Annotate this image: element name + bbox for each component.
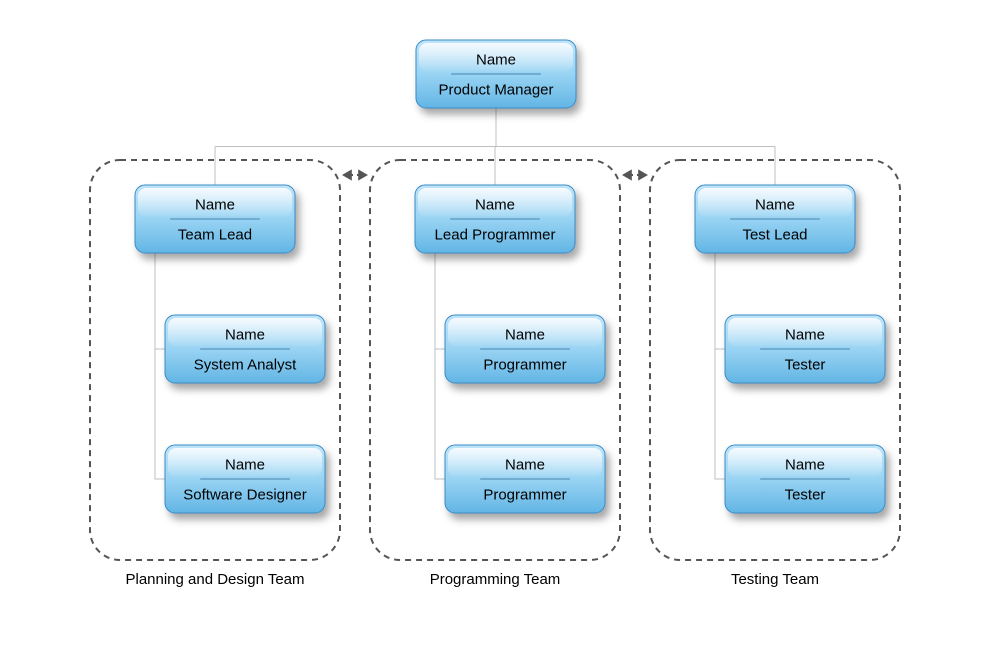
layer-connectors <box>155 108 775 479</box>
org-node-p1: Name Programmer <box>445 315 605 383</box>
org-node-t1: Name Tester <box>725 315 885 383</box>
connector <box>715 253 725 349</box>
org-node-p2: Name Programmer <box>445 445 605 513</box>
arrow-head-left-icon <box>622 169 632 180</box>
org-node-sd: Name Software Designer <box>165 445 325 513</box>
team-group-label: Testing Team <box>731 571 819 588</box>
node-role: Tester <box>785 356 826 373</box>
org-node-tsl: Name Test Lead <box>695 185 855 253</box>
node-name: Name <box>505 326 545 343</box>
layer-nodes: Name Product Manager Name Team Lead Name Lead… <box>135 40 885 513</box>
arrow-head-right-icon <box>638 169 648 180</box>
org-node-tl: Name Team Lead <box>135 185 295 253</box>
connector <box>435 253 445 479</box>
node-name: Name <box>785 326 825 343</box>
node-name: Name <box>755 196 795 213</box>
node-role: Product Manager <box>438 81 553 98</box>
node-name: Name <box>475 196 515 213</box>
arrow-head-right-icon <box>358 169 368 180</box>
node-role: Programmer <box>483 486 566 503</box>
node-role: Programmer <box>483 356 566 373</box>
team-group-label: Planning and Design Team <box>125 571 304 588</box>
org-node-t2: Name Tester <box>725 445 885 513</box>
team-group-label: Programming Team <box>430 571 561 588</box>
node-name: Name <box>785 456 825 473</box>
node-role: Tester <box>785 486 826 503</box>
org-chart: Name Product Manager Name Team Lead Name Lead… <box>0 0 993 647</box>
connector <box>155 253 165 349</box>
node-role: Test Lead <box>742 226 807 243</box>
org-node-pm: Name Product Manager <box>416 40 576 108</box>
node-name: Name <box>476 51 516 68</box>
org-node-lp: Name Lead Programmer <box>415 185 575 253</box>
node-name: Name <box>195 196 235 213</box>
node-role: Software Designer <box>183 486 306 503</box>
node-role: Lead Programmer <box>435 226 556 243</box>
node-role: Team Lead <box>178 226 252 243</box>
node-role: System Analyst <box>194 356 297 373</box>
arrow-head-left-icon <box>342 169 352 180</box>
layer-labels: Planning and Design Team Programming Team… <box>125 571 819 588</box>
connector <box>435 253 445 349</box>
node-name: Name <box>225 326 265 343</box>
node-name: Name <box>505 456 545 473</box>
connector <box>715 253 725 479</box>
node-name: Name <box>225 456 265 473</box>
org-node-sa: Name System Analyst <box>165 315 325 383</box>
connector <box>155 253 165 479</box>
